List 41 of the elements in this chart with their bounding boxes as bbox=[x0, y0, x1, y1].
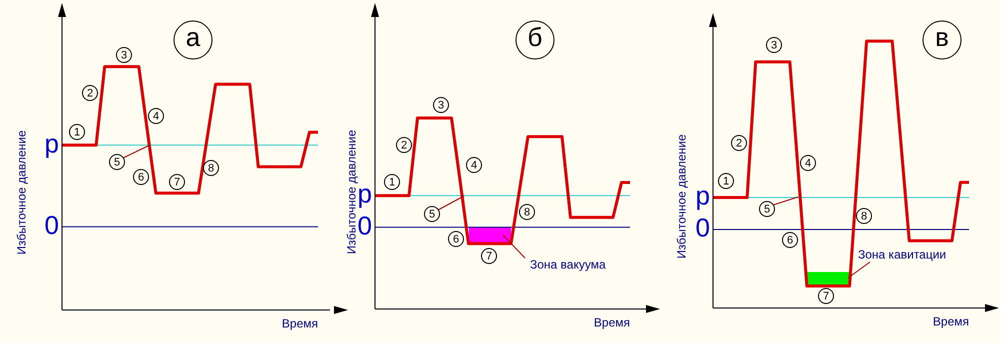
text: 7 bbox=[486, 250, 492, 263]
ref-line-label: p bbox=[696, 180, 710, 211]
annotation: 2 bbox=[400, 140, 408, 152]
annotation: 5 bbox=[764, 204, 770, 216]
x-axis-title: Время bbox=[932, 314, 969, 328]
annotation: 3 bbox=[770, 40, 778, 52]
annotation: 8 bbox=[524, 206, 530, 219]
ref-line-label: p bbox=[44, 128, 59, 158]
chart-title: в bbox=[935, 22, 949, 52]
annotation: 8 bbox=[208, 162, 214, 175]
y-axis-title: Избыточное давление bbox=[674, 134, 688, 259]
annotation: 5 bbox=[428, 208, 436, 221]
annotation: 6 bbox=[138, 172, 144, 184]
ref-line-label: p bbox=[358, 178, 372, 209]
annotation: 7 bbox=[174, 176, 180, 189]
annotation: Зона кавитации bbox=[858, 247, 946, 262]
annotation: 1 bbox=[388, 176, 396, 189]
annotation: 5 bbox=[114, 156, 120, 169]
text: 3 bbox=[438, 100, 444, 112]
text: 3 bbox=[120, 50, 128, 62]
annotation: 6 bbox=[452, 234, 460, 246]
annotation: 2 bbox=[736, 138, 742, 150]
annotation: 4 bbox=[470, 160, 478, 172]
annotation: 8 bbox=[860, 210, 868, 223]
text: 7 bbox=[822, 290, 830, 303]
annotation: 2 bbox=[86, 88, 94, 100]
ref-line-label: 0 bbox=[696, 212, 710, 243]
x-axis-title: Время bbox=[282, 316, 318, 330]
annotation: 4 bbox=[152, 110, 160, 123]
ref-line-label: 0 bbox=[44, 210, 59, 240]
chart-title: б bbox=[528, 22, 542, 52]
annotation: 4 bbox=[804, 158, 812, 170]
annotation: 6 bbox=[786, 234, 794, 247]
y-axis-title: Избыточное давление bbox=[344, 130, 358, 254]
ref-line-label: 0 bbox=[358, 210, 372, 240]
x-axis-title: Время bbox=[594, 315, 630, 330]
text: Зона вакуума bbox=[530, 257, 606, 272]
annotation: 1 bbox=[74, 126, 80, 139]
y-axis-title: Избыточное давление bbox=[14, 130, 28, 255]
annotation: 1 bbox=[722, 176, 730, 188]
chart-title: а bbox=[186, 22, 201, 52]
